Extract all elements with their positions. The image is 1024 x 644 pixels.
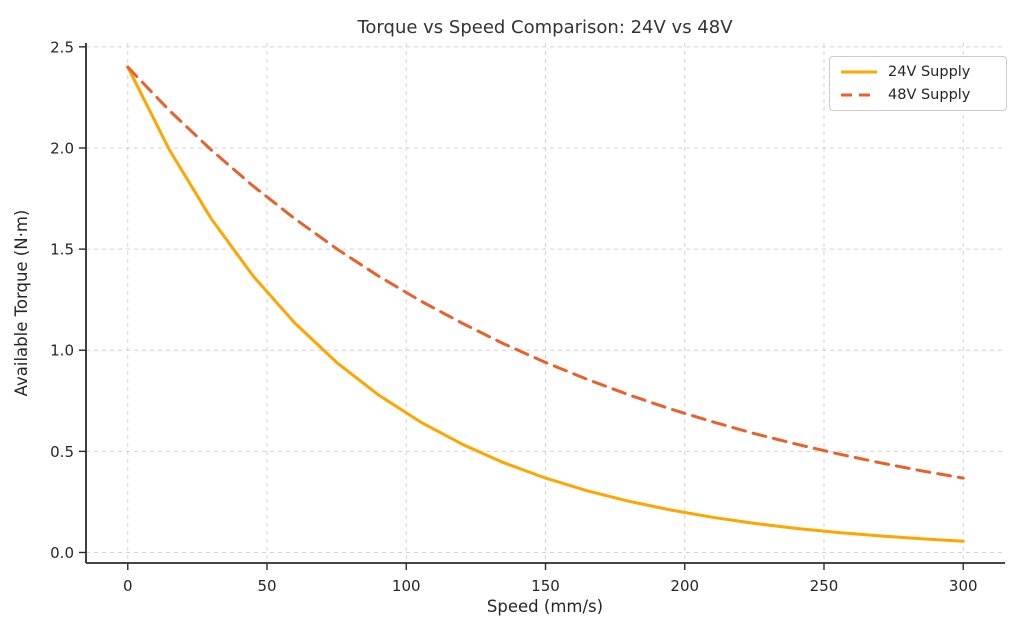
legend: 24V Supply 48V Supply: [829, 56, 1007, 111]
x-axis-ticks: [127, 563, 964, 570]
series-line-24v: [126, 65, 965, 543]
gridlines: [86, 43, 1005, 563]
x-tick-label: 50: [257, 577, 276, 595]
y-axis-ticks: [79, 46, 86, 554]
legend-line-solid-icon: [840, 69, 878, 75]
legend-line-dashed-icon: [840, 92, 878, 98]
legend-item-48v: 48V Supply: [840, 87, 996, 103]
x-tick-label: 0: [123, 577, 133, 595]
legend-label-48v: 48V Supply: [888, 87, 971, 103]
series-line-48v: [126, 65, 965, 480]
y-tick-labels: 0.0 0.5 1.0 1.5 2.0 2.5: [50, 38, 74, 562]
y-tick-label: 1.0: [50, 342, 74, 360]
legend-label-24v: 24V Supply: [888, 64, 971, 80]
x-tick-label: 100: [392, 577, 421, 595]
x-tick-label: 250: [810, 577, 839, 595]
y-tick-label: 1.5: [50, 241, 74, 259]
y-tick-label: 2.5: [50, 38, 74, 56]
legend-item-24v: 24V Supply: [840, 64, 996, 80]
y-tick-label: 0.0: [50, 544, 74, 562]
y-axis-label: Available Torque (N·m): [12, 210, 31, 397]
x-tick-labels: 0 50 100 150 200 250 300: [123, 577, 978, 595]
x-tick-label: 200: [670, 577, 699, 595]
x-tick-label: 150: [531, 577, 560, 595]
y-tick-label: 0.5: [50, 443, 74, 461]
x-tick-label: 300: [949, 577, 978, 595]
x-axis-label: Speed (mm/s): [487, 597, 603, 616]
series-lines: [126, 65, 965, 543]
chart-title: Torque vs Speed Comparison: 24V vs 48V: [356, 17, 733, 38]
y-tick-label: 2.0: [50, 139, 74, 157]
